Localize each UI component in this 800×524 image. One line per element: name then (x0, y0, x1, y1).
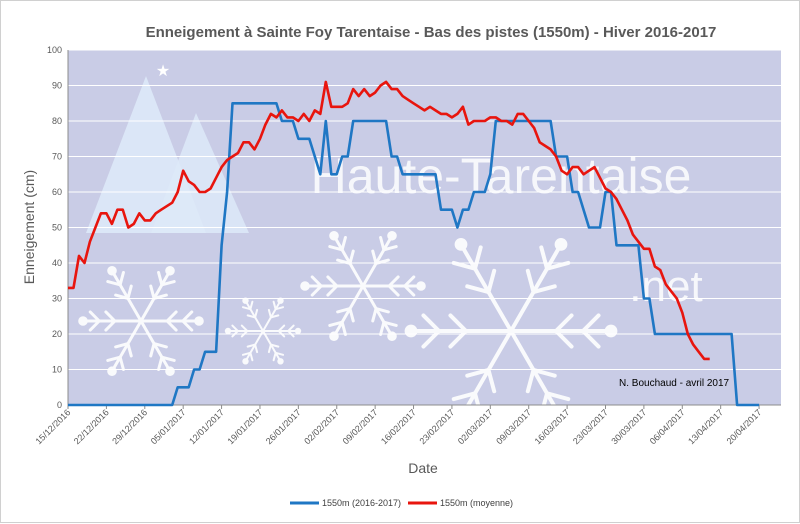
y-tick-label: 60 (52, 187, 62, 197)
y-tick-label: 80 (52, 116, 62, 126)
x-tick-label: 02/02/2017 (302, 407, 341, 446)
y-tick-label: 50 (52, 223, 62, 233)
y-tick-label: 100 (47, 45, 62, 55)
y-tick-label: 20 (52, 329, 62, 339)
x-tick-label: 26/01/2017 (264, 407, 303, 446)
legend-label-average: 1550m (moyenne) (440, 498, 513, 508)
y-axis-ticks: 0 10 20 30 40 50 60 70 80 90 100 (47, 45, 62, 410)
x-tick-label: 20/04/2017 (725, 407, 764, 446)
x-tick-label: 09/02/2017 (341, 407, 380, 446)
series-layer (68, 80, 760, 407)
y-tick-label: 90 (52, 81, 62, 91)
snowflake-icon (300, 230, 426, 342)
chart-title: Enneigement à Sainte Foy Tarentaise - Ba… (146, 24, 717, 41)
gridlines (67, 49, 781, 406)
x-tick-label: 19/01/2017 (225, 407, 264, 446)
x-axis-ticks: 15/12/2016 22/12/2016 29/12/2016 05/01/2017… (33, 405, 763, 446)
y-tick-label: 10 (52, 365, 62, 375)
x-tick-label: 16/03/2017 (533, 407, 572, 446)
x-tick-label: 23/02/2017 (417, 407, 456, 446)
y-axis-label: Enneigement (cm) (21, 170, 37, 284)
y-tick-label: 40 (52, 258, 62, 268)
snowflake-icon (224, 297, 302, 365)
x-tick-label: 30/03/2017 (609, 407, 648, 446)
y-tick-label: 30 (52, 294, 62, 304)
x-tick-label: 23/03/2017 (571, 407, 610, 446)
x-tick-label: 13/04/2017 (686, 407, 725, 446)
series-line-season-2016-2017 (68, 102, 760, 407)
snowflake-icon (78, 265, 204, 377)
x-tick-label: 12/01/2017 (187, 407, 226, 446)
x-tick-label: 16/02/2017 (379, 407, 418, 446)
x-tick-label: 05/01/2017 (149, 407, 188, 446)
x-tick-label: 06/04/2017 (648, 407, 687, 446)
star-icon: ★ (156, 61, 170, 80)
x-tick-label: 15/12/2016 (33, 407, 72, 446)
y-tick-label: 70 (52, 152, 62, 162)
x-tick-label: 09/03/2017 (494, 407, 533, 446)
legend: 1550m (2016-2017) 1550m (moyenne) (290, 498, 513, 508)
mountain-peak-right (151, 113, 249, 233)
author-credit: N. Bouchaud - avril 2017 (619, 378, 730, 389)
x-tick-label: 29/12/2016 (110, 407, 149, 446)
x-tick-label: 22/12/2016 (72, 407, 111, 446)
x-axis-label: Date (408, 460, 438, 476)
legend-label-season: 1550m (2016-2017) (322, 498, 401, 508)
series-line-average (68, 80, 710, 361)
watermark-main: Haute-Tarentaise (311, 148, 692, 204)
y-tick-label: 0 (57, 400, 62, 410)
